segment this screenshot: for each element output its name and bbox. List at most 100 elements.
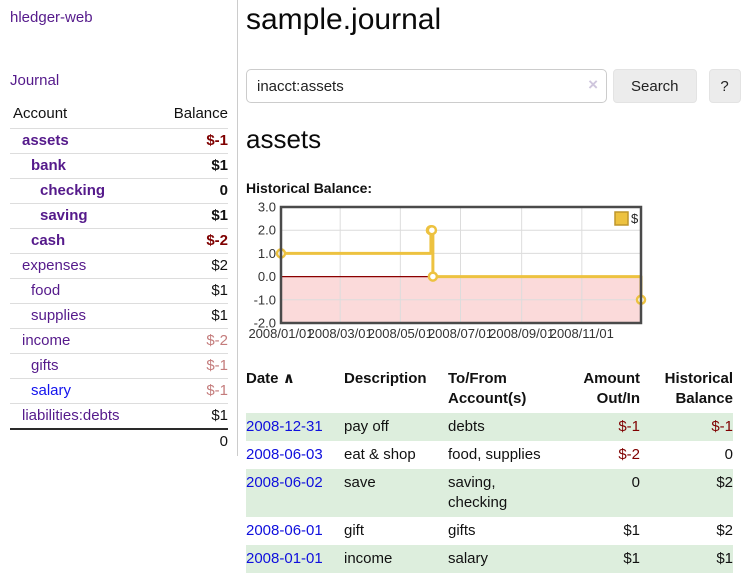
sort-asc-icon: ∧ <box>282 370 295 387</box>
transaction-date-link[interactable]: 2008-01-01 <box>246 550 323 567</box>
account-row: income $-2 <box>10 328 228 354</box>
transaction-amount: $-1 <box>618 418 640 435</box>
account-balance: 0 <box>155 178 228 204</box>
transaction-accounts: salary <box>448 550 489 567</box>
account-balance: $1 <box>155 303 228 329</box>
register-header-row: Date ∧ Description To/From Account(s) Am… <box>246 367 733 413</box>
account-row: expenses $2 <box>10 253 228 279</box>
transaction-date-link[interactable]: 2008-12-31 <box>246 418 323 435</box>
transaction-date-link[interactable]: 2008-06-02 <box>246 474 323 491</box>
transaction-description: gift <box>344 522 365 539</box>
accounts-col-balance: Balance <box>173 105 228 122</box>
search-button[interactable]: Search <box>613 69 697 103</box>
transaction-accounts: food, supplies <box>448 446 541 463</box>
account-balance: $-2 <box>155 328 228 354</box>
account-balance: $1 <box>155 203 228 229</box>
svg-text:$: $ <box>631 211 639 226</box>
register-col-tofrom: To/From Account(s) <box>448 370 527 407</box>
transaction-date-link[interactable]: 2008-06-01 <box>246 517 344 545</box>
svg-text:-1.0: -1.0 <box>254 292 276 307</box>
accounts-table: Account Balance assets $-1 bank $1 checking 0… <box>10 102 228 454</box>
account-balance: $1 <box>155 278 228 304</box>
account-row: gifts $-1 <box>10 353 228 379</box>
transaction-date-link[interactable]: 2008-01-01 <box>246 545 344 573</box>
transaction-amount: $-2 <box>618 446 640 463</box>
transaction-balance: $1 <box>716 550 733 567</box>
help-button[interactable]: ? <box>708 69 741 103</box>
transaction-description: income <box>344 550 393 567</box>
svg-text:2008/11/01: 2008/11/01 <box>550 326 614 341</box>
account-link[interactable]: bank <box>31 157 67 174</box>
search-box: × <box>246 69 607 103</box>
account-row: saving $1 <box>10 203 228 229</box>
transaction-balance: $2 <box>716 474 733 491</box>
account-row: cash $-2 <box>10 228 228 254</box>
transaction-balance: $2 <box>716 522 733 539</box>
transaction-accounts: gifts <box>448 522 476 539</box>
accounts-total-value: 0 <box>155 428 228 454</box>
sidebar: hledger-web Journal Account Balance asse… <box>0 0 238 456</box>
account-link[interactable]: food <box>31 282 61 299</box>
transaction-balance: $-1 <box>711 418 733 435</box>
transaction-amount: $1 <box>623 522 640 539</box>
transaction-description: eat & shop <box>344 446 416 463</box>
account-balance: $-2 <box>155 228 228 254</box>
register-col-description: Description <box>344 370 427 387</box>
historical-balance-chart: $3.0 2.0 1.0 0.0 -1.0 -2.0 2008/01/01 2008/03/0… <box>241 199 741 350</box>
register-row[interactable]: 2008-01-01 income salary $1 $1 <box>246 545 733 573</box>
svg-text:2.0: 2.0 <box>258 223 276 238</box>
register-col-amount: Amount Out/In <box>583 370 640 407</box>
account-link[interactable]: checking <box>40 182 106 199</box>
svg-text:0.0: 0.0 <box>258 269 276 284</box>
clear-search-icon[interactable]: × <box>588 75 598 94</box>
account-balance: $-1 <box>155 353 228 379</box>
account-row: bank $1 <box>10 153 228 179</box>
transaction-date-link[interactable]: 2008-06-02 <box>246 469 344 517</box>
register-col-date[interactable]: Date ∧ <box>246 370 295 387</box>
register-row[interactable]: 2008-06-03 eat & shop food, supplies $-2 0 <box>246 441 733 469</box>
transaction-date-link[interactable]: 2008-06-01 <box>246 522 323 539</box>
account-link[interactable]: expenses <box>22 257 87 274</box>
account-row: assets $-1 <box>10 128 228 154</box>
account-row: salary $-1 <box>10 378 228 404</box>
transaction-description: pay off <box>344 418 389 435</box>
account-link[interactable]: assets <box>22 132 69 149</box>
app-title-link[interactable]: hledger-web <box>10 9 93 26</box>
svg-text:-2.0: -2.0 <box>254 316 276 331</box>
register-row[interactable]: 2008-12-31 pay off debts $-1 $-1 <box>246 413 733 441</box>
search-input[interactable] <box>246 69 607 103</box>
account-balance: $2 <box>155 253 228 279</box>
account-link[interactable]: liabilities:debts <box>22 407 120 424</box>
account-link[interactable]: supplies <box>31 307 87 324</box>
chart-title: Historical Balance: <box>246 180 373 196</box>
transaction-accounts: debts <box>448 418 485 435</box>
account-link[interactable]: income <box>22 332 71 349</box>
register-row[interactable]: 2008-06-01 gift gifts $1 $2 <box>246 517 733 545</box>
account-link[interactable]: gifts <box>31 357 59 374</box>
search-form: × Search ? <box>246 69 741 103</box>
register-rows: 2008-12-31 pay off debts $-1 $-1 2008-06-03 ea… <box>246 413 733 573</box>
sidebar-item-journal[interactable]: Journal <box>10 72 60 89</box>
svg-text:2008/05/01: 2008/05/01 <box>368 326 433 341</box>
account-row: liabilities:debts $1 <box>10 403 228 429</box>
account-balance: $1 <box>155 403 228 429</box>
svg-text:2008/01/01: 2008/01/01 <box>248 326 313 341</box>
account-row: food $1 <box>10 278 228 304</box>
account-link[interactable]: salary <box>31 382 72 399</box>
svg-text:3.0: 3.0 <box>258 200 276 215</box>
account-link[interactable]: saving <box>40 207 88 224</box>
account-link[interactable]: cash <box>31 232 66 249</box>
transaction-description: save <box>344 474 376 491</box>
transaction-date-link[interactable]: 2008-12-31 <box>246 413 344 441</box>
accounts-col-account: Account <box>13 105 68 122</box>
page-title: sample.journal <box>246 3 442 36</box>
account-row: supplies $1 <box>10 303 228 329</box>
register-col-historical: Historical Balance <box>664 370 733 407</box>
accounts-rows: assets $-1 bank $1 checking 0 saving $1 cash $-2 e… <box>10 128 228 429</box>
transaction-date-link[interactable]: 2008-06-03 <box>246 441 344 469</box>
register-row[interactable]: 2008-06-02 save saving, checking 0 $2 <box>246 469 733 517</box>
transaction-date-link[interactable]: 2008-06-03 <box>246 446 323 463</box>
transaction-amount: 0 <box>631 474 640 491</box>
account-balance: $1 <box>155 153 228 179</box>
